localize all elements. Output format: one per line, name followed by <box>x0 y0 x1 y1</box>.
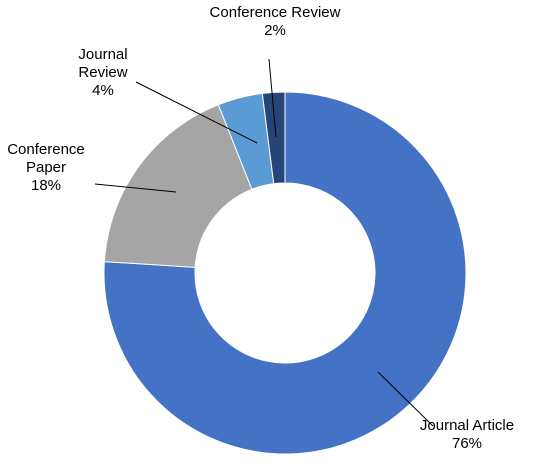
leader-line-journal-article <box>377 371 434 427</box>
donut-slice-journal-article <box>103 91 467 455</box>
data-label-line: Conference Review <box>210 4 341 21</box>
data-label-conference-review: Conference Review 2% <box>210 4 341 39</box>
donut-slice-conference-review <box>261 91 286 185</box>
data-label-line: Journal <box>78 46 127 63</box>
leader-lines-layer <box>94 58 434 427</box>
leader-line-journal-review <box>135 81 258 144</box>
data-label-conference-paper: Conference Paper 18% <box>7 141 85 194</box>
data-label-line: 76% <box>452 435 482 452</box>
data-label-line: Journal Article <box>420 417 514 434</box>
data-label-line: Review <box>78 64 127 81</box>
data-label-line: Conference <box>7 141 85 158</box>
data-label-line: Paper <box>26 159 66 176</box>
data-label-line: 2% <box>264 22 286 39</box>
data-label-journal-article: Journal Article 76% <box>420 417 514 452</box>
slices-layer <box>103 91 467 455</box>
data-label-journal-review: Journal Review 4% <box>78 46 127 99</box>
leader-line-conference-review <box>268 58 277 138</box>
leader-line-conference-paper <box>94 183 177 193</box>
labels-layer: Journal Article 76% Conference Paper 18% Jour… <box>7 4 514 452</box>
data-label-line: 4% <box>92 82 114 99</box>
donut-slice-conference-paper <box>103 104 253 268</box>
data-label-line: 18% <box>31 177 61 194</box>
